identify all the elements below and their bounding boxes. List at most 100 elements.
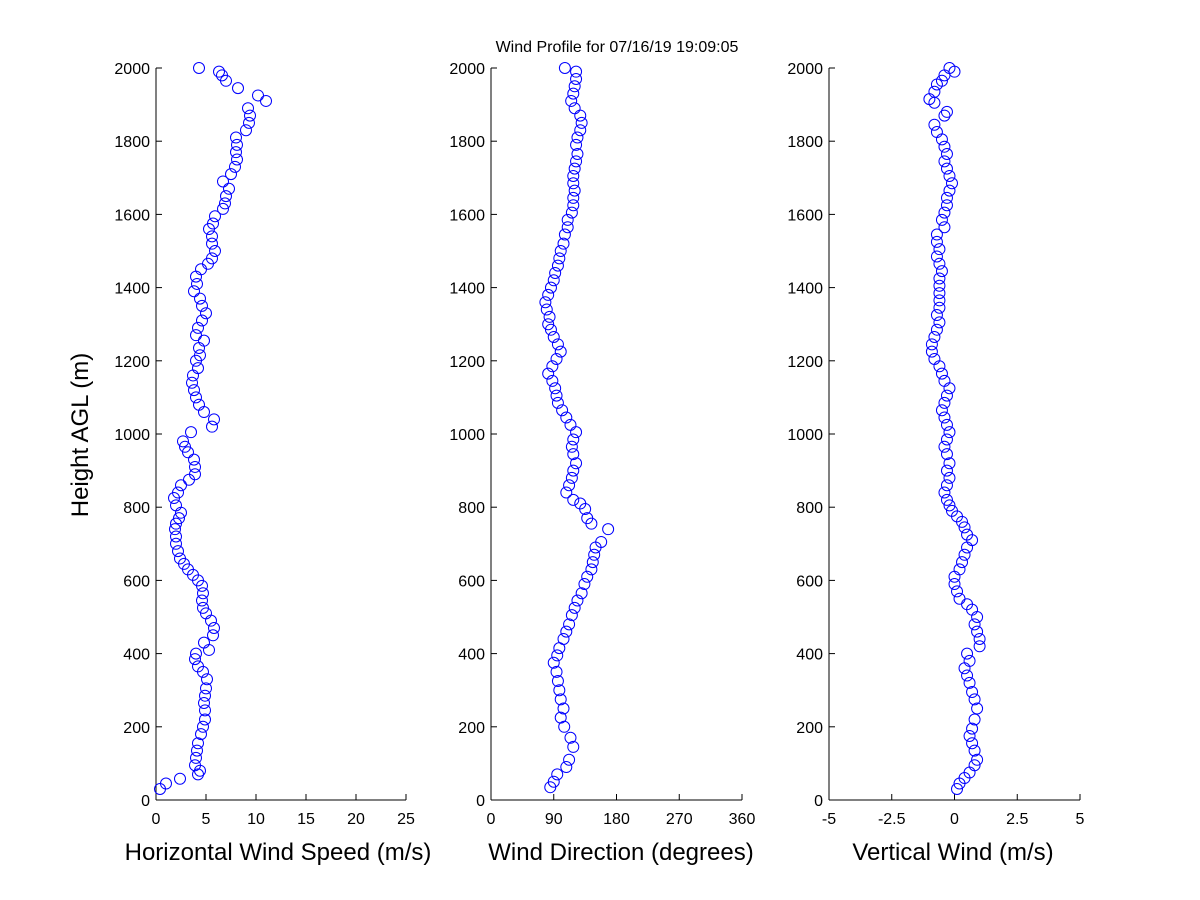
data-point [933,272,946,285]
data-point [189,653,201,666]
data-point [554,245,567,257]
data-point [935,367,948,380]
data-point [191,277,203,290]
data-point [940,493,953,506]
y-tick-label: 1800 [449,134,485,151]
data-point [938,374,951,387]
data-point [557,632,570,645]
data-point [935,74,948,87]
data-point [567,433,580,446]
data-point [557,702,570,715]
data-point [170,537,182,550]
data-point [205,614,217,627]
x-axis-title: Vertical Wind (m/s) [852,839,1053,866]
data-point [217,202,229,215]
data-point [570,72,583,85]
data-point [567,493,580,506]
data-point [208,621,220,634]
data-point [933,360,946,373]
data-point [570,457,583,470]
data-point [170,499,182,512]
data-point [558,228,571,241]
data-point [558,62,571,74]
data-point [209,245,221,257]
y-axis-title: Height AGL (m) [67,353,94,518]
data-point [192,321,204,334]
data-point [560,761,573,774]
data-point [198,334,210,347]
data-point [547,775,560,788]
data-point [570,138,583,151]
data-point [549,266,562,279]
data-point [177,435,189,448]
y-tick-label: 400 [458,647,485,664]
data-point [229,160,241,173]
x-tick-label: -5 [822,811,836,828]
x-tick-label: 2.5 [1006,811,1028,828]
data-point [185,426,197,439]
data-point [971,625,984,638]
data-point [551,396,564,409]
data-point [225,168,237,181]
data-point [956,556,969,569]
data-point [198,406,210,419]
data-point [930,309,943,322]
data-point [560,486,573,499]
data-point [966,737,979,750]
data-point [208,413,220,426]
data-point [963,654,976,667]
data-point [195,263,207,276]
data-point [189,468,201,481]
data-point [574,109,587,122]
x-tick-label: 180 [603,811,630,828]
y-tick-label: 600 [458,573,485,590]
data-point [216,69,228,82]
data-point [925,345,938,358]
data-point [207,629,219,642]
data-point [961,541,974,554]
data-point [198,697,210,710]
data-point [930,126,943,139]
data-point [940,199,953,212]
data-point [561,221,574,234]
data-point [169,523,181,536]
data-point [935,265,948,278]
data-point [551,649,564,662]
data-point [568,80,581,93]
data-point [565,471,578,484]
x-tick-label: 5 [202,811,211,828]
data-point [925,338,938,351]
data-point [565,94,578,107]
data-point [193,341,205,354]
data-point [567,169,580,182]
y-tick-label: 600 [796,573,823,590]
y-tick-label: 1000 [449,427,485,444]
data-point [938,109,951,122]
data-point [567,191,580,204]
data-point [943,499,956,512]
data-point [189,460,201,473]
data-point [217,175,229,188]
data-point [556,404,569,417]
y-tick-label: 0 [476,793,485,810]
data-point [231,138,243,151]
data-point [567,87,580,100]
y-tick-label: 1400 [449,281,485,298]
data-point [170,530,182,543]
data-point [563,753,576,766]
data-point [938,411,951,424]
data-point [554,345,567,358]
data-point [563,479,576,492]
data-point [588,548,601,561]
data-point [544,281,557,294]
data-point [928,331,941,344]
data-point [206,237,218,250]
data-point [188,384,200,397]
data-point [213,65,225,78]
data-point [971,753,984,766]
y-tick-label: 1400 [787,281,823,298]
data-point [190,391,202,404]
data-point [938,396,951,409]
y-tick-label: 2000 [114,61,150,78]
data-point [194,292,206,305]
